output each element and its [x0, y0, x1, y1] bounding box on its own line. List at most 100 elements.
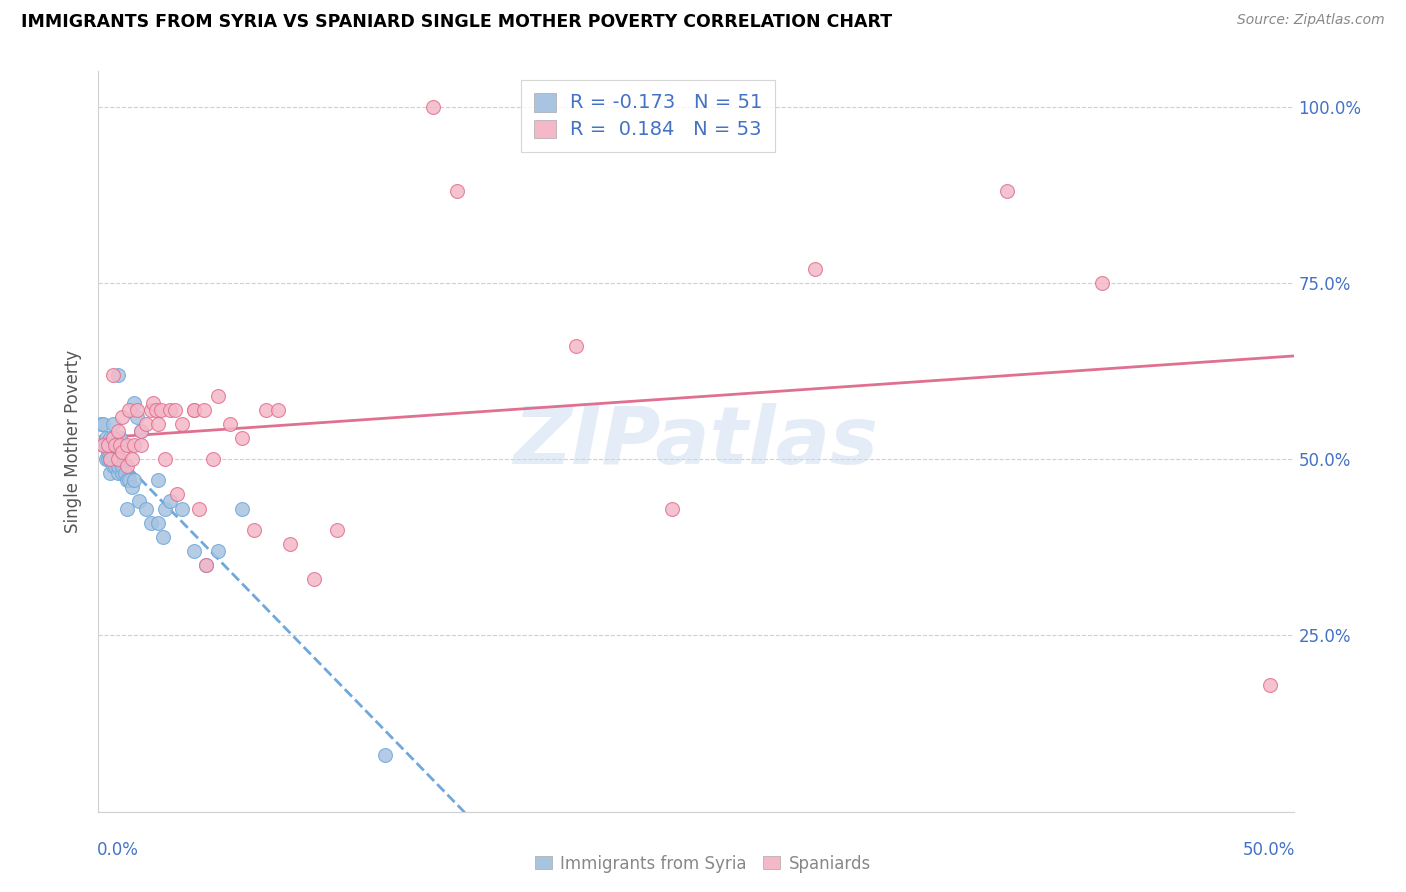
Point	[124, 438, 146, 452]
Point	[97, 445, 120, 459]
Point	[98, 467, 122, 481]
Text: Source: ZipAtlas.com: Source: ZipAtlas.com	[1237, 13, 1385, 28]
Legend: Immigrants from Syria, Spaniards: Immigrants from Syria, Spaniards	[529, 848, 877, 880]
Point	[135, 501, 157, 516]
Point	[302, 572, 325, 586]
Point	[97, 438, 120, 452]
Point	[104, 459, 127, 474]
Point	[94, 431, 117, 445]
Point	[231, 431, 253, 445]
Point	[194, 558, 218, 572]
Point	[114, 467, 136, 481]
Point	[194, 558, 218, 572]
Point	[104, 438, 127, 452]
Point	[422, 100, 444, 114]
Point	[231, 501, 253, 516]
Point	[1091, 276, 1114, 290]
Point	[187, 501, 209, 516]
Text: ZIPatlas: ZIPatlas	[513, 402, 879, 481]
Point	[91, 438, 114, 452]
Point	[661, 501, 683, 516]
Point	[131, 424, 153, 438]
Point	[111, 409, 134, 424]
Point	[115, 501, 138, 516]
Point	[101, 459, 124, 474]
Point	[101, 438, 124, 452]
Point	[98, 452, 122, 467]
Point	[97, 445, 120, 459]
Point	[565, 339, 588, 353]
Point	[104, 438, 127, 452]
Point	[107, 467, 129, 481]
Point	[124, 396, 146, 410]
Point	[148, 417, 170, 431]
Point	[172, 417, 194, 431]
Point	[118, 402, 141, 417]
Point	[115, 438, 138, 452]
Point	[183, 402, 205, 417]
Point	[148, 516, 170, 530]
Point	[145, 402, 167, 417]
Point	[118, 473, 141, 487]
Y-axis label: Single Mother Poverty: Single Mother Poverty	[65, 350, 83, 533]
Legend: R = -0.173   N = 51, R =  0.184   N = 53: R = -0.173 N = 51, R = 0.184 N = 53	[522, 80, 775, 152]
Point	[207, 389, 229, 403]
Point	[108, 431, 131, 445]
Point	[219, 417, 242, 431]
Point	[131, 438, 153, 452]
Point	[183, 544, 205, 558]
Point	[172, 501, 194, 516]
Text: 50.0%: 50.0%	[1243, 841, 1295, 859]
Point	[139, 402, 162, 417]
Point	[446, 184, 468, 198]
Point	[124, 473, 146, 487]
Point	[97, 452, 120, 467]
Point	[98, 452, 122, 467]
Point	[111, 459, 134, 474]
Point	[101, 368, 124, 382]
Point	[163, 402, 186, 417]
Point	[1258, 678, 1281, 692]
Point	[155, 452, 177, 467]
Point	[155, 501, 177, 516]
Point	[121, 452, 143, 467]
Point	[108, 438, 131, 452]
Point	[94, 438, 117, 452]
Point	[152, 530, 174, 544]
Point	[121, 480, 143, 494]
Point	[107, 368, 129, 382]
Point	[193, 402, 215, 417]
Point	[149, 402, 172, 417]
Point	[148, 473, 170, 487]
Point	[159, 494, 181, 508]
Point	[90, 417, 112, 431]
Point	[98, 445, 122, 459]
Point	[104, 452, 127, 467]
Point	[111, 467, 134, 481]
Point	[125, 409, 148, 424]
Text: IMMIGRANTS FROM SYRIA VS SPANIARD SINGLE MOTHER POVERTY CORRELATION CHART: IMMIGRANTS FROM SYRIA VS SPANIARD SINGLE…	[21, 13, 893, 31]
Point	[91, 417, 114, 431]
Point	[111, 445, 134, 459]
Point	[278, 537, 301, 551]
Point	[115, 459, 138, 474]
Point	[374, 748, 396, 763]
Point	[166, 487, 188, 501]
Point	[94, 452, 117, 467]
Point	[804, 261, 827, 276]
Point	[202, 452, 225, 467]
Point	[139, 516, 162, 530]
Point	[98, 431, 122, 445]
Point	[142, 396, 165, 410]
Point	[101, 417, 124, 431]
Point	[995, 184, 1018, 198]
Point	[128, 494, 150, 508]
Point	[115, 473, 138, 487]
Point	[101, 452, 124, 467]
Point	[107, 459, 129, 474]
Point	[243, 523, 266, 537]
Text: 0.0%: 0.0%	[97, 841, 139, 859]
Point	[101, 431, 124, 445]
Point	[107, 424, 129, 438]
Point	[131, 424, 153, 438]
